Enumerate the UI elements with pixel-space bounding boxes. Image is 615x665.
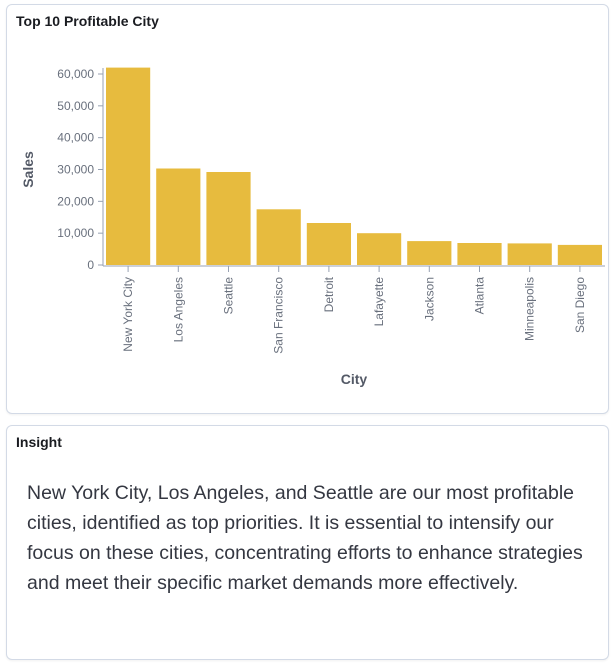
bar — [507, 243, 552, 265]
x-axis: New York City Los Angeles Seattle San Franc… — [103, 265, 605, 354]
bar — [357, 233, 402, 265]
bar — [106, 67, 151, 265]
bar — [407, 241, 452, 265]
insight-panel-title: Insight — [16, 434, 62, 450]
y-axis-title: Sales — [20, 151, 36, 188]
y-tick-label: 50,000 — [57, 99, 94, 113]
x-tick-label: Seattle — [222, 277, 236, 315]
y-tick-label: 60,000 — [57, 67, 94, 81]
insight-panel: Insight New York City, Los Angeles, and … — [6, 425, 609, 660]
bar — [156, 168, 201, 265]
y-tick-label: 40,000 — [57, 131, 94, 145]
bar — [206, 172, 251, 265]
y-tick-label: 20,000 — [57, 194, 94, 208]
x-tick-label: San Diego — [573, 277, 587, 333]
bars — [106, 67, 602, 265]
bar — [457, 243, 502, 265]
x-tick-label: San Francisco — [272, 277, 286, 354]
x-tick-label: Lafayette — [372, 277, 386, 327]
y-axis: 0 10,000 20,000 30,000 40,000 50,000 60,000 — [57, 67, 104, 272]
y-tick-label: 10,000 — [57, 226, 94, 240]
insight-text: New York City, Los Angeles, and Seattle … — [27, 482, 583, 594]
chart-panel-title: Top 10 Profitable City — [16, 13, 159, 29]
x-tick-label: Detroit — [322, 276, 336, 312]
y-tick-label: 0 — [87, 258, 94, 272]
y-tick-label: 30,000 — [57, 163, 94, 177]
bar — [557, 244, 602, 265]
x-tick-label: Atlanta — [473, 277, 487, 315]
x-axis-title: City — [341, 371, 368, 387]
bar — [306, 223, 351, 265]
x-tick-label: Los Angeles — [171, 277, 185, 342]
bar-chart: 0 10,000 20,000 30,000 40,000 50,000 60,000 Ne… — [20, 67, 605, 387]
x-tick-label: Minneapolis — [523, 277, 537, 341]
bar — [256, 209, 301, 265]
x-tick-label: Jackson — [422, 277, 436, 321]
chart-panel: Top 10 Profitable City 0 10,000 20,000 30,0… — [6, 4, 609, 414]
x-tick-label: New York City — [121, 277, 135, 352]
